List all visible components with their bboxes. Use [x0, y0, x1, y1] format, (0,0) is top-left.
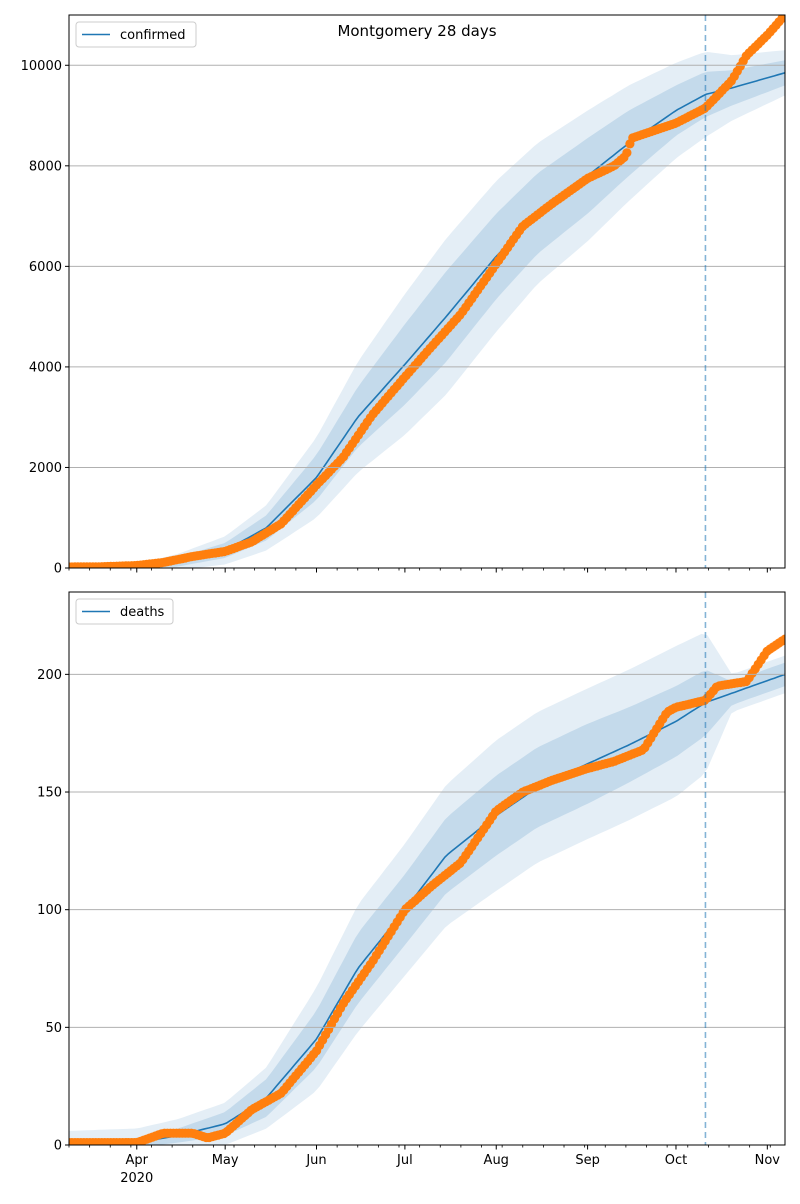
y-tick-label: 8000	[29, 159, 62, 174]
deaths-panel: 0 50 100 150 200 Apr 2020 May Jun Jul Aug Sep Oct Nov…	[37, 591, 786, 1186]
axes-frame	[68, 14, 786, 569]
x-tick-label: May	[212, 1153, 239, 1168]
chart-title: Montgomery 28 days	[337, 22, 496, 40]
legend: confirmed	[75, 21, 197, 48]
y-tick-label: 200	[37, 668, 62, 683]
confidence-band	[69, 50, 785, 568]
x-tick-label: Aug	[484, 1153, 509, 1168]
observed-point	[780, 15, 785, 20]
y-tick-label: 4000	[29, 360, 62, 375]
confirmed-panel: 0 2000 4000 6000 8000 10000 Montgomery 28 days…	[21, 14, 786, 577]
legend: deaths	[75, 598, 174, 625]
confidence-band	[69, 662, 785, 1145]
axes-frame	[68, 591, 786, 1146]
legend-label: deaths	[120, 605, 165, 620]
legend-box	[75, 21, 197, 48]
observed-point	[780, 634, 785, 644]
observed-point	[622, 148, 632, 158]
plot-area	[69, 15, 785, 568]
x-tick-label: Sep	[575, 1153, 600, 1168]
y-tick-label: 150	[37, 786, 62, 801]
y-tick-label: 6000	[29, 260, 62, 275]
y-tick-label: 2000	[29, 461, 62, 476]
legend-label: confirmed	[120, 28, 186, 43]
y-tick-label: 10000	[21, 59, 62, 74]
y-tick-label: 0	[54, 1139, 62, 1154]
x-tick-label: Jul	[396, 1153, 413, 1168]
y-tick-label: 0	[54, 562, 62, 577]
x-tick-label: Jun	[305, 1153, 326, 1168]
x-tick-label: Oct	[665, 1153, 687, 1168]
legend-box	[75, 598, 174, 625]
x-tick-label: Nov	[755, 1153, 781, 1168]
y-tick-label: 50	[45, 1021, 62, 1036]
confidence-band	[69, 60, 785, 568]
x-year-label: 2020	[120, 1171, 153, 1186]
y-tick-label: 100	[37, 903, 62, 918]
plot-area	[69, 633, 785, 1145]
x-tick-label: Apr	[126, 1153, 149, 1168]
